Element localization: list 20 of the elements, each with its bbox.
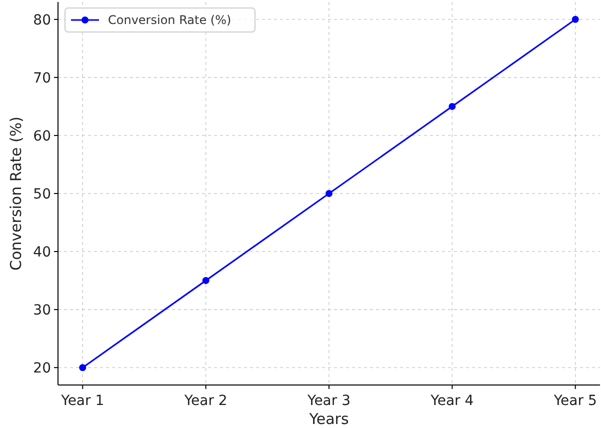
y-tick-label: 20 [33,360,51,376]
point [79,364,86,372]
x-tick-label: Year 4 [430,393,474,409]
y-tick-label: 30 [33,302,51,318]
point [326,190,332,197]
y-tick-label: 60 [33,128,51,144]
y-tick-label: 80 [33,12,51,28]
y-tick-label: 50 [33,186,51,202]
legend-label: Conversion Rate (%) [108,13,232,27]
point [448,102,456,110]
x-tick-label: Year 3 [306,393,350,409]
point [572,16,579,23]
y-tick-label: 70 [33,70,51,86]
y-tick-label: 40 [33,244,51,260]
x-axis-title: Years [308,410,349,428]
x-tick-label: Year 2 [183,393,228,409]
x-tick-label: Year 5 [552,393,597,409]
y-axis-title: Conversion Rate (%) [7,116,25,270]
x-tick-label: Year 1 [60,393,104,409]
point [202,277,210,284]
